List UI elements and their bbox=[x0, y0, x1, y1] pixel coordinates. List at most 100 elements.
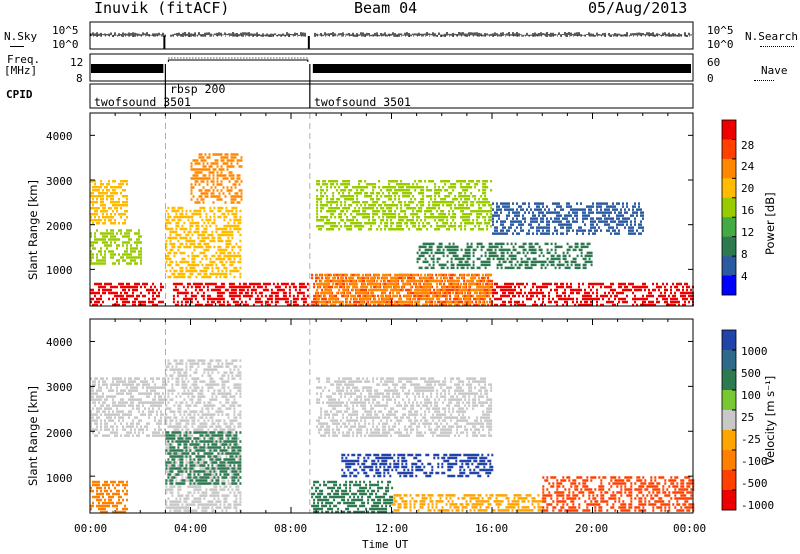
velocity-region-cells-6 bbox=[391, 494, 544, 512]
velocity-panel bbox=[89, 318, 695, 514]
power-region-2 bbox=[90, 180, 128, 225]
power-region-cells-3 bbox=[172, 282, 309, 307]
freq-mode-step-1 bbox=[167, 59, 309, 62]
nsearch-tick-top: 10^5 bbox=[707, 24, 734, 37]
velocity-region-cells-7 bbox=[542, 476, 695, 512]
nave-tick-top: 60 bbox=[707, 56, 721, 69]
power-cb-swatch-3 bbox=[722, 178, 736, 199]
power-region-cells-10 bbox=[492, 282, 694, 307]
power-region-cells-9 bbox=[492, 202, 644, 235]
vel-cb-tick-6: -500 bbox=[741, 477, 768, 490]
station-title: Inuvik (fitACF) bbox=[94, 0, 230, 17]
nsky-tick-bottom: 10^0 bbox=[52, 38, 79, 51]
vel-cb-tick-5: -100 bbox=[741, 455, 768, 468]
power-ytick-4000: 4000 bbox=[46, 130, 73, 143]
power-panel bbox=[89, 112, 694, 307]
power-region-cells-7 bbox=[316, 180, 493, 231]
vel-cb-tick-4: -25 bbox=[741, 433, 761, 446]
nave-legend-line bbox=[754, 80, 774, 81]
nave-label: Nave bbox=[761, 64, 788, 77]
date-title: 05/Aug/2013 bbox=[588, 0, 688, 17]
velocity-ytick-1000: 1000 bbox=[46, 472, 73, 485]
power-region-4 bbox=[165, 206, 242, 279]
nsky-legend-line bbox=[10, 46, 24, 47]
vel-cb-tick-0: 1000 bbox=[741, 345, 768, 358]
power-cb-tick-0: 28 bbox=[741, 139, 755, 152]
velocity-cb-swatch-6 bbox=[722, 450, 736, 471]
power-cb-swatch-1 bbox=[722, 139, 736, 160]
velocity-cb-swatch-3 bbox=[722, 390, 736, 411]
nsearch-label: N.Search bbox=[745, 30, 798, 43]
xtick-3: 12:00 bbox=[375, 522, 409, 535]
power-region-cells-11 bbox=[316, 273, 493, 307]
freq-tick-top: 12 bbox=[70, 56, 84, 69]
velocity-ytick-2000: 2000 bbox=[46, 427, 73, 440]
power-cb-frame bbox=[721, 119, 737, 296]
velocity-cb-swatch-1 bbox=[722, 350, 736, 371]
freq-band-0 bbox=[91, 64, 164, 73]
cpid-label: CPID bbox=[6, 88, 33, 101]
power-cb-tick-4: 12 bbox=[741, 226, 755, 239]
xtick-6: 00:00 bbox=[673, 522, 707, 535]
power-cb-tick-1: 24 bbox=[741, 160, 755, 173]
power-region-cells-2 bbox=[90, 180, 128, 225]
freq-label-line2: [MHz] bbox=[4, 64, 38, 77]
power-cb-tick-3: 16 bbox=[741, 204, 755, 217]
xtick-5: 20:00 bbox=[575, 522, 609, 535]
power-cb-tick-2: 20 bbox=[741, 182, 755, 195]
velocity-region-5 bbox=[311, 480, 394, 514]
power-cb-swatch-2 bbox=[722, 158, 736, 179]
vel-cb-tick-1: 500 bbox=[741, 367, 761, 380]
mode-label-2: rbsp 200 bbox=[170, 82, 226, 96]
velocity-region-cells-5 bbox=[311, 480, 394, 514]
velocity-region-6 bbox=[391, 494, 544, 512]
velocity-region-3 bbox=[165, 431, 242, 485]
nsky-label: N.Sky bbox=[4, 30, 38, 43]
power-cb-tick-5: 8 bbox=[741, 248, 748, 261]
nave-tick-bottom: 0 bbox=[707, 72, 714, 85]
power-region-cells-8 bbox=[416, 242, 593, 270]
velocity-cb-swatch-8 bbox=[722, 490, 736, 511]
power-region-9 bbox=[492, 202, 644, 235]
freq-label-line1: Freq. bbox=[7, 53, 41, 66]
nsky-panel-frame bbox=[89, 21, 694, 50]
power-cb-swatch-6 bbox=[722, 236, 736, 257]
freq-band-2 bbox=[312, 64, 691, 73]
nsearch-tick-bottom: 10^0 bbox=[707, 38, 734, 51]
power-cb-swatch-7 bbox=[722, 256, 736, 276]
mode-label-3: twofsound 3501 bbox=[314, 95, 411, 109]
velocity-cb-frame bbox=[721, 329, 737, 511]
power-region-3 bbox=[172, 282, 309, 307]
power-region-7 bbox=[316, 180, 493, 231]
power-region-cells-4 bbox=[165, 206, 242, 279]
power-region-cells-1 bbox=[90, 229, 142, 265]
power-region-11 bbox=[316, 273, 493, 307]
power-cb-swatch-0 bbox=[722, 120, 736, 140]
power-region-cells-0 bbox=[90, 282, 164, 307]
power-cb-swatch-4 bbox=[722, 197, 736, 218]
power-ytick-3000: 3000 bbox=[46, 175, 73, 188]
xtick-0: 00:00 bbox=[74, 522, 108, 535]
power-region-0 bbox=[90, 282, 164, 307]
xaxis-label: Time UT bbox=[362, 538, 409, 551]
velocity-cb-swatch-2 bbox=[722, 370, 736, 391]
power-cb-swatch-5 bbox=[722, 217, 736, 237]
power-cb-swatch-8 bbox=[722, 275, 736, 296]
velocity-ytick-4000: 4000 bbox=[46, 336, 73, 349]
velocity-region-cells-1 bbox=[90, 480, 128, 514]
beam-title: Beam 04 bbox=[354, 0, 418, 17]
velocity-cb-swatch-4 bbox=[722, 410, 736, 431]
nsky-trace bbox=[90, 32, 692, 37]
velocity-cb-swatch-7 bbox=[722, 470, 736, 491]
freq-panel-frame bbox=[89, 53, 694, 82]
velocity-region-cells-8 bbox=[341, 453, 494, 478]
velocity-ytick-3000: 3000 bbox=[46, 381, 73, 394]
velocity-region-8 bbox=[341, 453, 494, 478]
nsky-tick-top: 10^5 bbox=[52, 24, 79, 37]
vel-cb-tick-7: -1000 bbox=[741, 499, 775, 512]
velocity-cb-swatch-0 bbox=[722, 330, 736, 351]
vel-cb-tick-2: 100 bbox=[741, 389, 761, 402]
velocity-region-1 bbox=[90, 480, 128, 514]
xtick-1: 04:00 bbox=[174, 522, 208, 535]
